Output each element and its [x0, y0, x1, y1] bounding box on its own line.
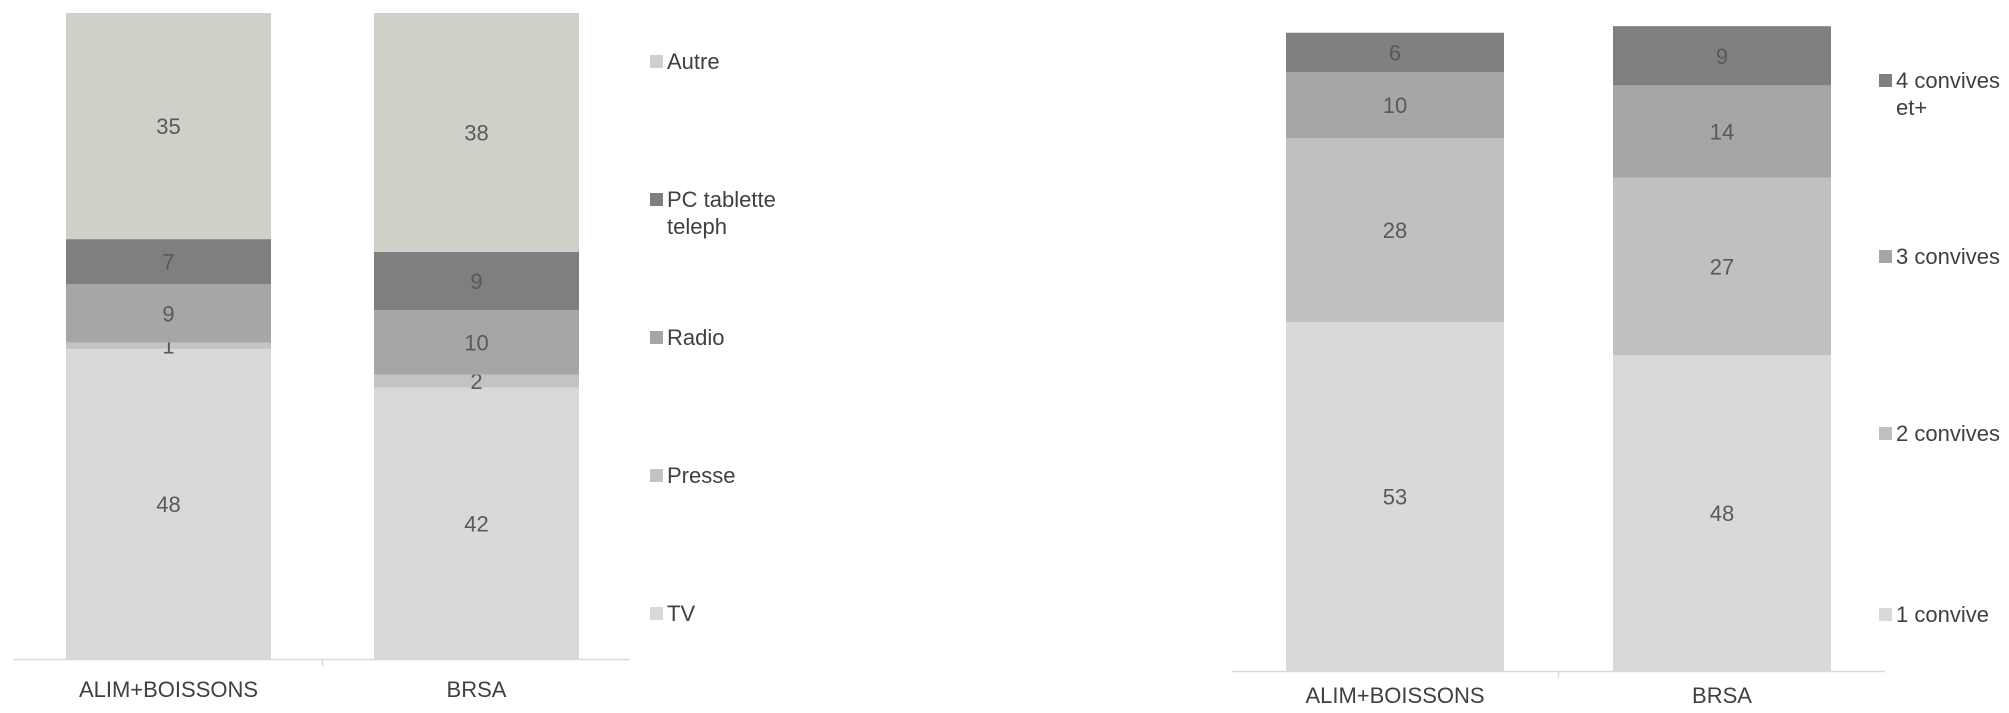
bar-segment-pc-tablette-teleph-1 — [66, 239, 271, 285]
data-label: 48 — [1710, 501, 1734, 526]
data-label: 53 — [1383, 485, 1407, 510]
data-label: 10 — [464, 330, 488, 355]
bar-segment-radio-2 — [374, 310, 579, 375]
bar-segment-1-convive-1 — [1286, 322, 1504, 671]
legend-label: 3 convives — [1896, 244, 2000, 269]
bar-segment-2-convives-1 — [1286, 138, 1504, 323]
legend-item-3-convives: 3 convives — [1879, 244, 2000, 269]
legend-swatch — [1879, 427, 1892, 440]
bar-segment-presse-1 — [66, 342, 271, 349]
data-label: 9 — [1716, 44, 1728, 69]
legend-label: TV — [667, 601, 695, 626]
data-label: 35 — [156, 114, 180, 139]
data-label: 48 — [156, 492, 180, 517]
bar-segment-4-convives-et--1 — [1286, 32, 1504, 73]
legend-swatch — [1879, 250, 1892, 263]
legend-label: teleph — [667, 214, 727, 239]
legend-swatch — [650, 55, 663, 68]
legend-label: 4 convives — [1896, 68, 2000, 93]
legend-item-tv: TV — [650, 601, 695, 626]
data-label: 14 — [1710, 119, 1734, 144]
legend-item-1-convive: 1 convive — [1879, 602, 1989, 627]
bar-segment-1-convive-2 — [1613, 355, 1831, 671]
bar-segment-3-convives-2 — [1613, 85, 1831, 178]
bar-segment-2-convives-2 — [1613, 177, 1831, 356]
category-label: ALIM+BOISSONS — [1305, 683, 1484, 708]
legend-label: et+ — [1896, 95, 1927, 120]
data-label: 9 — [162, 301, 174, 326]
legend-item-2-convives: 2 convives — [1879, 421, 2000, 446]
bar-segment-4-convives-et--2 — [1613, 26, 1831, 86]
bar-segment-tv-1 — [66, 348, 271, 659]
legend-swatch — [650, 331, 663, 344]
bar-segment-radio-1 — [66, 284, 271, 343]
data-label: 10 — [1383, 93, 1407, 118]
bar-segment-pc-tablette-teleph-2 — [374, 252, 579, 311]
bar-segment-3-convives-1 — [1286, 72, 1504, 139]
data-label: 38 — [464, 121, 488, 146]
legend-label: Presse — [667, 463, 735, 488]
bar-segment-presse-2 — [374, 374, 579, 388]
data-label: 27 — [1710, 254, 1734, 279]
legend-swatch — [650, 469, 663, 482]
legend-item-radio: Radio — [650, 325, 724, 350]
data-label: 28 — [1383, 218, 1407, 243]
legend-swatch — [1879, 608, 1892, 621]
chart-1: 4819735ALIM+BOISSONS42210938BRSAAutrePC … — [14, 13, 776, 702]
data-label: 6 — [1389, 40, 1401, 65]
data-label: 7 — [162, 250, 174, 275]
legend-label: 1 convive — [1896, 602, 1989, 627]
bar-segment-autre-2 — [374, 13, 579, 253]
legend-label: Radio — [667, 325, 724, 350]
legend-item-presse: Presse — [650, 463, 735, 488]
data-label: 2 — [470, 369, 482, 394]
legend-label: PC tablette — [667, 187, 776, 212]
legend-swatch — [650, 193, 663, 206]
legend-swatch — [1879, 74, 1892, 87]
legend-label: 2 convives — [1896, 421, 2000, 446]
bar-segment-autre-1 — [66, 13, 271, 240]
category-label: BRSA — [447, 677, 507, 702]
legend-swatch — [650, 607, 663, 620]
category-label: BRSA — [1692, 683, 1752, 708]
bar-segment-tv-2 — [374, 387, 579, 659]
data-label: 9 — [470, 269, 482, 294]
chart-2: 53 28 10 6 ALIM+BOISSONS 48 27 14 9 BRSA 4 convive… — [1232, 26, 2000, 708]
legend-label: Autre — [667, 49, 720, 74]
legend-item-autre: Autre — [650, 49, 720, 74]
data-label: 42 — [464, 511, 488, 536]
category-label: ALIM+BOISSONS — [79, 677, 258, 702]
